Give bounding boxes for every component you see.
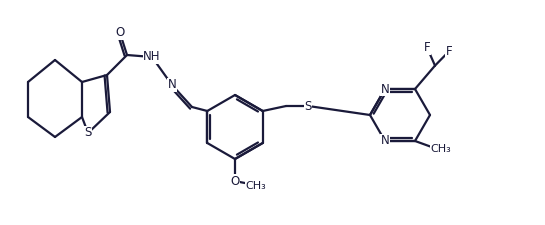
Text: N: N [380,83,389,96]
Text: S: S [305,99,312,112]
Text: CH₃: CH₃ [431,144,451,154]
Text: NH: NH [143,50,161,63]
Text: O: O [116,27,125,40]
Text: N: N [168,79,177,92]
Text: F: F [446,45,452,58]
Text: N: N [380,135,389,147]
Text: O: O [231,175,240,188]
Text: S: S [84,126,92,140]
Text: CH₃: CH₃ [245,181,266,191]
Text: F: F [423,41,431,54]
